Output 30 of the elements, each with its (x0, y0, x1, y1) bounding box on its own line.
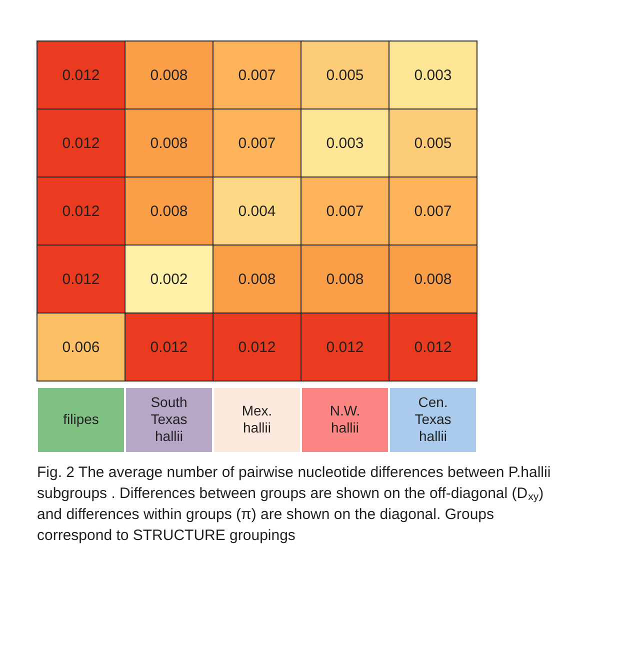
data-label: 0.012 (414, 339, 452, 356)
data-label: 0.008 (238, 271, 276, 288)
data-label: 0.012 (62, 67, 100, 84)
data-label: 0.012 (62, 271, 100, 288)
data-label: 0.007 (238, 67, 276, 84)
data-label: 0.003 (414, 67, 452, 84)
data-label: 0.007 (326, 203, 364, 220)
data-label: 0.008 (326, 271, 364, 288)
data-label: 0.002 (150, 271, 188, 288)
data-label: 0.006 (62, 339, 100, 356)
x-tick-label: Cen. Texas hallii (414, 394, 452, 444)
data-label: 0.008 (414, 271, 452, 288)
data-label: 0.012 (150, 339, 188, 356)
data-label: 0.012 (238, 339, 276, 356)
data-label: 0.008 (150, 67, 188, 84)
data-label: 0.012 (62, 135, 100, 152)
x-tick-label: Mex. hallii (242, 402, 272, 436)
x-tick-label: filipes (63, 411, 99, 427)
data-label: 0.004 (238, 203, 276, 220)
data-label: 0.007 (238, 135, 276, 152)
data-label: 0.005 (414, 135, 452, 152)
x-tick-label: N.W. hallii (330, 402, 360, 436)
data-label: 0.005 (326, 67, 364, 84)
data-label: 0.008 (150, 203, 188, 220)
data-label: 0.012 (326, 339, 364, 356)
data-label: 0.008 (150, 135, 188, 152)
data-label: 0.012 (62, 203, 100, 220)
data-label: 0.007 (414, 203, 452, 220)
data-label: 0.003 (326, 135, 364, 152)
x-tick-label: South Texas hallii (150, 394, 188, 444)
